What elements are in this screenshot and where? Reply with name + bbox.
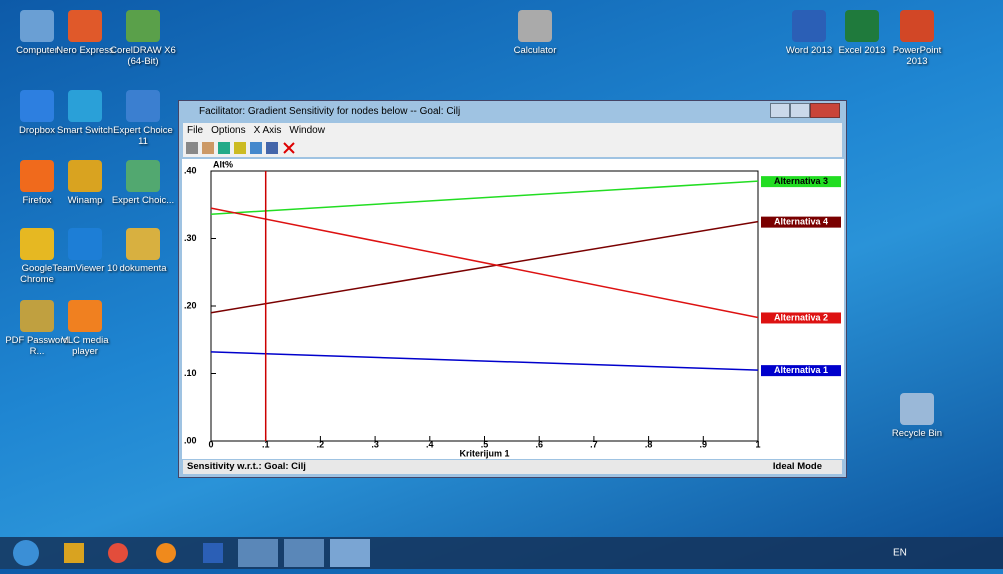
icon-label: Nero Express: [52, 45, 118, 56]
taskbar-app[interactable]: [64, 543, 84, 563]
icon-image: [68, 160, 102, 192]
y-tick-label: .20: [184, 300, 197, 310]
icon-label: Calculator: [502, 45, 568, 56]
icon-image: [68, 300, 102, 332]
series-line: [211, 208, 758, 317]
icon-image: [518, 10, 552, 42]
status-right: Ideal Mode: [773, 460, 822, 474]
icon-label: TeamViewer 10: [52, 263, 118, 274]
taskbar-app[interactable]: [203, 543, 223, 563]
icon-image: [68, 228, 102, 260]
desktop-icon[interactable]: Smart Switch: [52, 90, 118, 136]
icon-image: [20, 300, 54, 332]
series-line: [211, 181, 758, 214]
desktop-icon[interactable]: Expert Choic...: [110, 160, 176, 206]
language[interactable]: EN: [893, 548, 907, 559]
status-bar: Sensitivity w.r.t.: Goal: Cilj Ideal Mod…: [183, 460, 842, 474]
icon-image: [20, 10, 54, 42]
menu-item[interactable]: X Axis: [254, 125, 282, 136]
icon-image: [126, 90, 160, 122]
icon-image: [126, 160, 160, 192]
desktop-icon[interactable]: Recycle Bin: [884, 393, 950, 439]
menu-item[interactable]: Window: [289, 125, 325, 136]
desktop-icon[interactable]: Calculator: [502, 10, 568, 56]
x-axis-label: Kriterijum 1: [459, 448, 509, 458]
icon-image: [126, 228, 160, 260]
icon-label: Winamp: [52, 195, 118, 206]
icon-label: dokumenta: [110, 263, 176, 274]
desktop-icon[interactable]: dokumenta: [110, 228, 176, 274]
window: Facilitator: Gradient Sensitivity for no…: [178, 100, 847, 478]
window-title: Facilitator: Gradient Sensitivity for no…: [179, 101, 846, 122]
desktop-icon[interactable]: Nero Express: [52, 10, 118, 56]
series-line: [211, 222, 758, 313]
menu-item[interactable]: File: [187, 125, 203, 136]
icon-label: VLC media player: [52, 335, 118, 357]
icon-image: [68, 90, 102, 122]
icon-label: Expert Choic...: [110, 195, 176, 206]
y-tick-label: .40: [184, 165, 197, 175]
y-axis-label: Alt%: [213, 159, 233, 169]
icon-label: PowerPoint 2013: [884, 45, 950, 67]
icon-image: [20, 90, 54, 122]
icon-image: [900, 10, 934, 42]
taskbar-app[interactable]: [284, 539, 324, 567]
menu-item[interactable]: Options: [211, 125, 245, 136]
desktop-icon[interactable]: PowerPoint 2013: [884, 10, 950, 67]
y-tick-label: .10: [184, 368, 197, 378]
desktop-icon[interactable]: Expert Choice 11: [110, 90, 176, 147]
y-tick-label: .30: [184, 233, 197, 243]
desktop-icon[interactable]: TeamViewer 10: [52, 228, 118, 274]
start-button[interactable]: [13, 540, 39, 566]
plot-frame: [211, 171, 758, 441]
taskbar-app[interactable]: [238, 539, 278, 567]
window-controls[interactable]: [770, 103, 840, 118]
icon-image: [68, 10, 102, 42]
icon-image: [126, 10, 160, 42]
series-line: [211, 352, 758, 370]
toolbar: [183, 139, 842, 157]
icon-label: Smart Switch: [52, 125, 118, 136]
desktop: Facilitator: Gradient Sensitivity for no…: [0, 0, 1003, 569]
taskbar-app[interactable]: [330, 539, 370, 567]
taskbar-app[interactable]: [156, 543, 176, 563]
menu-bar: File Options X Axis Window: [183, 123, 842, 139]
taskbar-app[interactable]: [108, 543, 128, 563]
legend-label: Alternativa 3: [774, 176, 828, 186]
toolbar-icons[interactable]: [183, 139, 323, 157]
icon-image: [20, 160, 54, 192]
legend-label: Alternativa 1: [774, 365, 828, 375]
taskbar: EN: [0, 537, 1003, 569]
y-tick-label: .00: [184, 435, 197, 445]
desktop-icon[interactable]: CorelDRAW X6 (64-Bit): [110, 10, 176, 67]
icon-image: [792, 10, 826, 42]
icon-image: [845, 10, 879, 42]
icon-label: Expert Choice 11: [110, 125, 176, 147]
icon-image: [900, 393, 934, 425]
icon-image: [20, 228, 54, 260]
desktop-icon[interactable]: VLC media player: [52, 300, 118, 357]
taskbar-icons: EN: [0, 537, 1003, 569]
legend-label: Alternativa 4: [774, 217, 828, 227]
status-left: Sensitivity w.r.t.: Goal: Cilj: [187, 461, 306, 472]
icon-label: Recycle Bin: [884, 428, 950, 439]
icon-label: CorelDRAW X6 (64-Bit): [110, 45, 176, 67]
legend-label: Alternativa 2: [774, 312, 828, 322]
desktop-icon[interactable]: Winamp: [52, 160, 118, 206]
